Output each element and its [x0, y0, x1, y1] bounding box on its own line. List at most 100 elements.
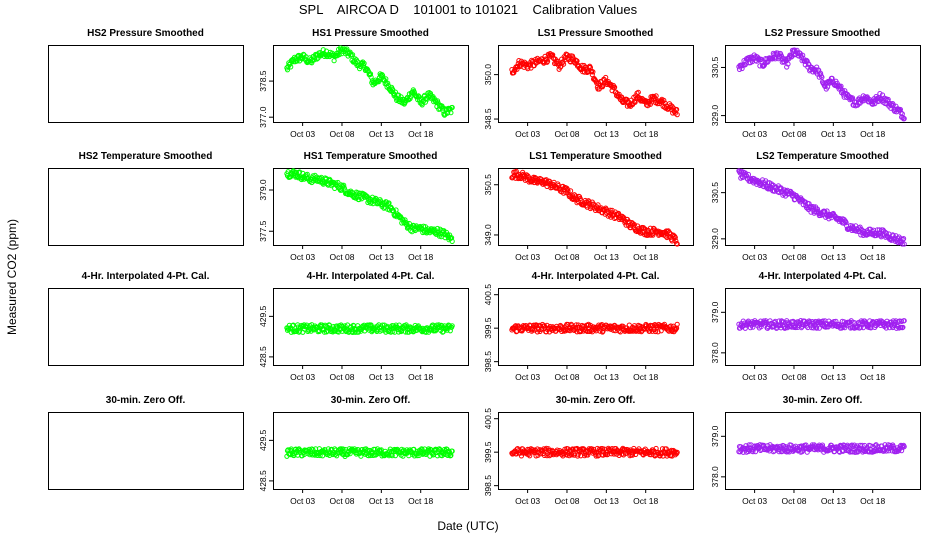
- x-tick-label: Oct 18: [860, 252, 885, 262]
- data-point: [444, 327, 450, 333]
- data-point: [434, 225, 441, 232]
- x-tick-label: Oct 18: [860, 129, 885, 139]
- data-point: [822, 83, 828, 90]
- data-point: [332, 328, 338, 334]
- data-point: [445, 232, 451, 238]
- series-LS2: [736, 47, 907, 122]
- x-tick-label: Oct 13: [369, 372, 394, 382]
- x-tick-label: Oct 18: [408, 496, 433, 506]
- y-tick-label: 378.0: [710, 466, 720, 488]
- panel-title: 4-Hr. Interpolated 4-Pt. Cal.: [306, 271, 435, 282]
- x-tick-label: Oct 08: [329, 129, 354, 139]
- x-tick-label: Oct 18: [633, 496, 658, 506]
- data-point: [825, 84, 831, 90]
- data-point: [625, 447, 631, 453]
- data-point: [525, 451, 532, 457]
- data-point: [571, 192, 578, 198]
- data-point: [385, 80, 391, 86]
- y-tick-label: 329.0: [710, 228, 720, 250]
- data-point: [885, 96, 891, 103]
- data-point: [296, 52, 302, 59]
- series-LS2: [736, 442, 907, 455]
- data-point: [849, 95, 856, 101]
- x-tick-label: Oct 13: [821, 129, 846, 139]
- data-point: [352, 329, 358, 335]
- x-tick-label: Oct 03: [290, 372, 315, 382]
- panel-title: HS1 Pressure Smoothed: [312, 28, 429, 39]
- data-point: [345, 53, 351, 59]
- y-tick-label: 377.5: [258, 220, 268, 242]
- data-point: [674, 321, 680, 327]
- plot-frame: [273, 168, 469, 246]
- y-tick-label: 329.0: [710, 105, 720, 127]
- x-tick-label: Oct 03: [742, 129, 767, 139]
- x-tick-label: Oct 18: [633, 372, 658, 382]
- data-point: [674, 449, 680, 455]
- data-point: [901, 444, 907, 450]
- figure-title: SPL AIRCOA D 101001 to 101021 Calibratio…: [298, 2, 638, 17]
- data-point: [367, 71, 374, 77]
- x-tick-label: Oct 03: [515, 372, 540, 382]
- x-tick-label: Oct 03: [515, 496, 540, 506]
- data-point: [767, 318, 773, 324]
- x-tick-label: Oct 08: [554, 372, 579, 382]
- y-tick-label: 429.5: [258, 429, 268, 451]
- data-point: [653, 93, 659, 99]
- series-HS1: [284, 322, 455, 335]
- series-LS1: [509, 321, 680, 335]
- data-point: [284, 67, 291, 73]
- panel-title: HS2 Pressure Smoothed: [87, 28, 204, 39]
- data-point: [304, 322, 310, 328]
- data-point: [518, 175, 525, 181]
- data-point: [779, 53, 785, 59]
- data-point: [900, 324, 906, 330]
- y-tick-label: 350.5: [483, 174, 493, 196]
- x-tick-label: Oct 03: [290, 252, 315, 262]
- data-point: [890, 102, 896, 108]
- data-point: [574, 58, 580, 64]
- data-point: [568, 321, 574, 327]
- x-tick-label: Oct 03: [742, 496, 767, 506]
- data-point: [757, 321, 763, 327]
- x-tick-label: Oct 08: [554, 496, 579, 506]
- y-tick-label: 350.0: [483, 64, 493, 86]
- data-point: [545, 58, 551, 64]
- x-tick-label: Oct 18: [633, 129, 658, 139]
- data-point: [886, 325, 893, 331]
- data-point: [411, 90, 418, 96]
- data-point: [527, 453, 533, 459]
- x-tick-label: Oct 03: [515, 129, 540, 139]
- data-point: [635, 89, 641, 95]
- data-point: [674, 106, 680, 113]
- data-point: [814, 206, 821, 212]
- y-tick-label: 428.5: [258, 470, 268, 492]
- plot-frame: [725, 168, 921, 246]
- data-point: [321, 329, 328, 335]
- data-point: [546, 178, 553, 184]
- data-point: [597, 328, 603, 334]
- data-point: [383, 329, 389, 335]
- data-point: [449, 323, 455, 329]
- data-point: [859, 442, 865, 448]
- plot-frame: [725, 288, 921, 366]
- series-HS1: [284, 168, 455, 244]
- data-point: [590, 69, 596, 75]
- data-point: [672, 234, 678, 241]
- data-point: [568, 188, 574, 194]
- data-point: [673, 238, 679, 244]
- x-tick-label: Oct 13: [821, 252, 846, 262]
- x-tick-label: Oct 03: [742, 372, 767, 382]
- y-tick-label: 429.5: [258, 305, 268, 327]
- plot-frame: [273, 288, 469, 366]
- data-point: [449, 238, 455, 244]
- panel-title: 4-Hr. Interpolated 4-Pt. Cal.: [758, 271, 887, 282]
- y-tick-label: 378.5: [258, 70, 268, 92]
- data-point: [589, 72, 595, 78]
- plot-frame: [48, 288, 244, 366]
- data-point: [674, 241, 680, 247]
- data-point: [843, 220, 849, 226]
- x-tick-label: Oct 08: [781, 252, 806, 262]
- data-point: [900, 236, 906, 243]
- plot-frame: [498, 168, 694, 246]
